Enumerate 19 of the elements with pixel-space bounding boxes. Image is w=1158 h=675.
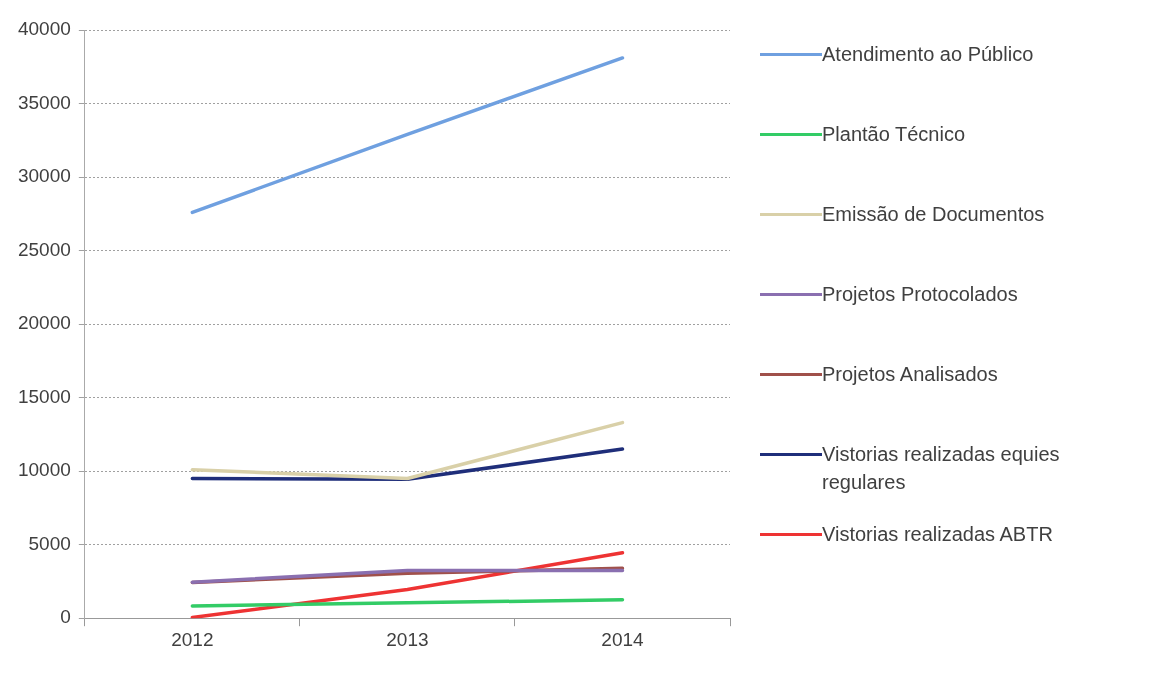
legend-label: Vistorias realizadas equies regulares <box>822 442 1061 495</box>
legend-label: Projetos Protocolados <box>822 282 1018 307</box>
y-tick-label: 25000 <box>17 238 71 260</box>
legend-label: Projetos Analisados <box>822 362 998 387</box>
legend-label: Emissão de Documentos <box>822 202 1045 227</box>
x-tick-label: 2012 <box>171 628 214 650</box>
legend-label: Vistorias realizadas ABTR <box>822 522 1053 547</box>
legend-label: Plantão Técnico <box>822 122 966 147</box>
x-tick-label: 2013 <box>386 628 429 650</box>
x-tick-label: 2014 <box>601 628 645 650</box>
y-tick-label: 5000 <box>28 532 71 554</box>
y-tick-label: 35000 <box>17 91 71 113</box>
y-tick-label: 10000 <box>17 459 71 481</box>
y-tick-label: 40000 <box>17 18 71 40</box>
y-tick-label: 20000 <box>17 312 71 334</box>
y-tick-label: 0 <box>60 606 71 628</box>
y-tick-label: 15000 <box>17 385 71 407</box>
y-tick-label: 30000 <box>17 165 71 187</box>
legend-label: Atendimento ao Público <box>822 42 1034 67</box>
